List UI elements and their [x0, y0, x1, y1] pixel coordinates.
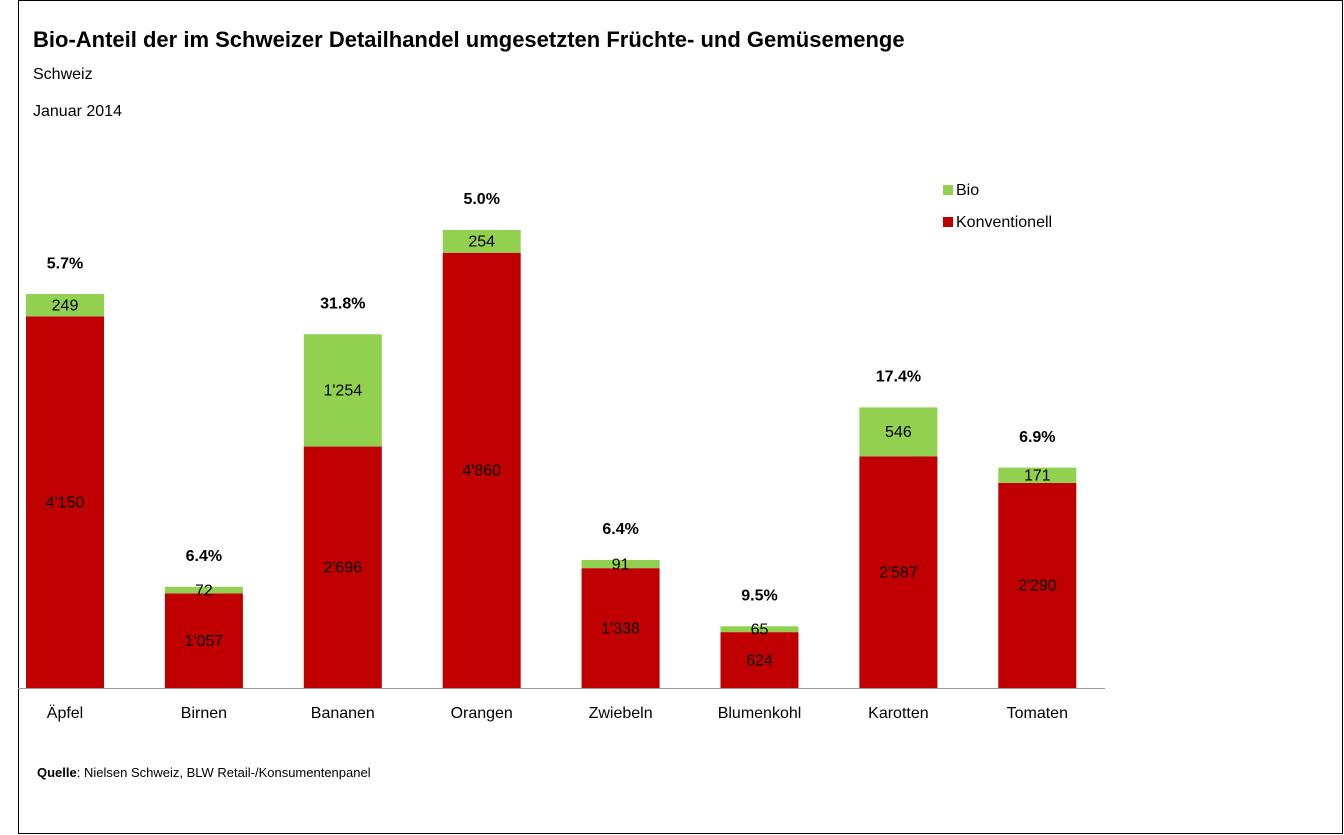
value-label: 249 [52, 297, 79, 314]
value-label: 1'057 [185, 633, 224, 650]
value-label: 254 [468, 234, 495, 251]
share-label: 6.9% [1019, 429, 1055, 446]
value-label: 1'254 [323, 383, 362, 400]
bar-segment [442, 230, 521, 253]
bar-segment [581, 568, 660, 688]
legend-label: Bio [956, 182, 979, 199]
share-label: 31.8% [320, 295, 365, 312]
source-label: Quelle [37, 765, 77, 780]
bar-segment [859, 407, 938, 457]
bar-segment [26, 316, 104, 688]
x-tick-label: Zwiebeln [589, 705, 653, 722]
legend-swatch [943, 217, 953, 227]
bar-segment [442, 252, 521, 689]
value-label: 72 [195, 582, 213, 599]
x-tick-label: Karotten [868, 705, 928, 722]
legend-label: Konventionell [956, 214, 1052, 231]
share-label: 17.4% [876, 369, 921, 386]
bar-segment [998, 467, 1077, 483]
bar-segment [164, 593, 243, 688]
bar-segment [26, 294, 104, 317]
value-label: 2'290 [1018, 578, 1057, 595]
x-tick-label: Orangen [451, 705, 513, 722]
value-label: 2'587 [879, 564, 918, 581]
value-label: 4'150 [46, 494, 85, 511]
bar-segment [998, 482, 1077, 688]
chart-title: Bio-Anteil der im Schweizer Detailhandel… [33, 27, 905, 52]
value-label: 624 [746, 652, 773, 669]
x-tick-label: Tomaten [1007, 705, 1068, 722]
value-label: 91 [612, 556, 630, 573]
bar-segment [303, 334, 382, 447]
share-label: 6.4% [186, 548, 222, 565]
value-label: 171 [1024, 467, 1051, 484]
x-tick-label: Blumenkohl [718, 705, 802, 722]
chart-period: Januar 2014 [33, 103, 122, 120]
chart-subtitle: Schweiz [33, 66, 93, 83]
x-tick-label: Äpfel [47, 704, 83, 722]
value-label: 1'338 [601, 620, 640, 637]
legend-swatch [943, 185, 953, 195]
value-label: 4'860 [462, 463, 501, 480]
x-tick-label: Bananen [311, 705, 375, 722]
bar-segment [859, 456, 938, 688]
value-label: 546 [885, 424, 912, 441]
share-label: 9.5% [741, 588, 777, 605]
value-label: 65 [751, 621, 769, 638]
bar-segment [303, 446, 382, 688]
source: Quelle: Nielsen Schweiz, BLW Retail-/Kon… [37, 765, 371, 780]
x-tick-label: Birnen [181, 705, 227, 722]
value-label: 2'696 [323, 559, 362, 576]
source-text: : Nielsen Schweiz, BLW Retail-/Konsument… [77, 765, 371, 780]
bar-segment [720, 632, 799, 688]
bar-segment [581, 560, 660, 569]
bar-segment [720, 626, 799, 633]
share-label: 5.7% [47, 255, 83, 272]
share-label: 6.4% [602, 521, 638, 538]
share-label: 5.0% [463, 191, 499, 208]
bar-segment [164, 586, 243, 594]
frame [18, 0, 1343, 834]
